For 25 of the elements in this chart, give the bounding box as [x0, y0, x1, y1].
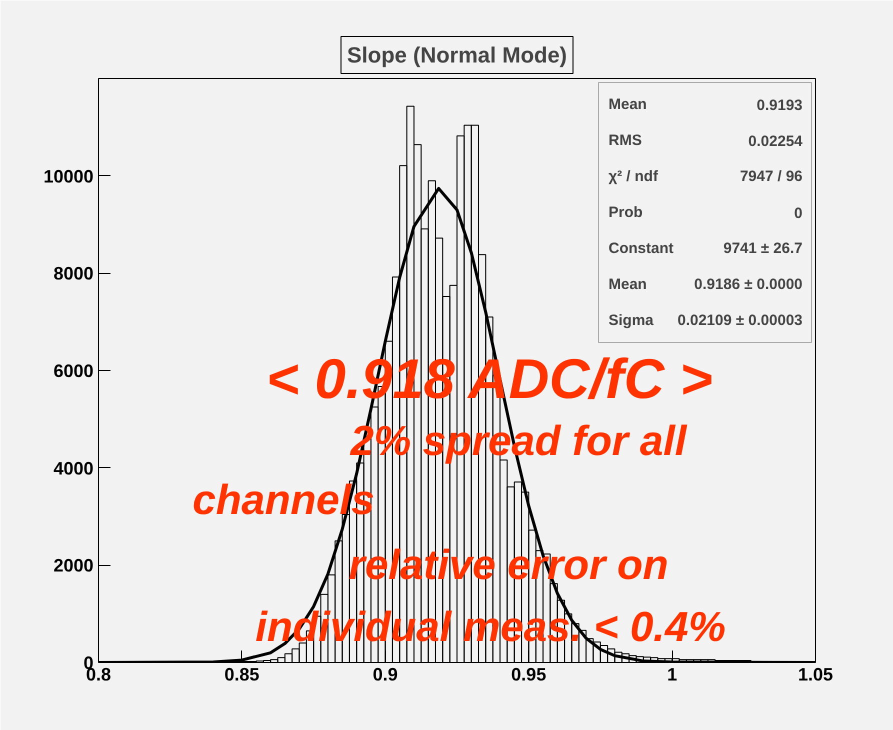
annotation: RMS: [608, 132, 642, 149]
x-tick-label: 0.85: [224, 664, 260, 684]
y-tick-label: 4000: [53, 458, 94, 478]
annotation: 0.9193: [756, 97, 803, 114]
annotation: 0: [794, 205, 802, 222]
chart-title: Slope (Normal Mode): [346, 42, 568, 68]
annotation: 0.9186 ± 0.0000: [694, 276, 803, 293]
x-tick-label: 1.05: [798, 664, 834, 684]
annotation: 7947 / 96: [740, 168, 803, 185]
annotation: Mean: [608, 96, 647, 113]
y-tick-label: 10000: [43, 166, 94, 186]
x-tick-label: 0.95: [511, 664, 546, 684]
annotation: χ² / ndf: [608, 168, 659, 185]
annotation: 0.02254: [748, 133, 804, 150]
y-tick-label: 2000: [53, 556, 94, 576]
annotation: 9741 ± 26.7: [723, 240, 803, 257]
y-tick-label: 8000: [53, 264, 94, 284]
annotation: Constant: [608, 240, 674, 257]
annotation: Mean: [608, 276, 647, 293]
x-tick-label: 0.9: [372, 664, 398, 684]
annotation: Sigma: [608, 312, 654, 329]
y-tick-label: 6000: [53, 361, 94, 381]
annotation: Prob: [608, 204, 643, 221]
x-tick-label: 1: [667, 664, 678, 684]
annotation: 0.02109 ± 0.00003: [677, 312, 803, 329]
